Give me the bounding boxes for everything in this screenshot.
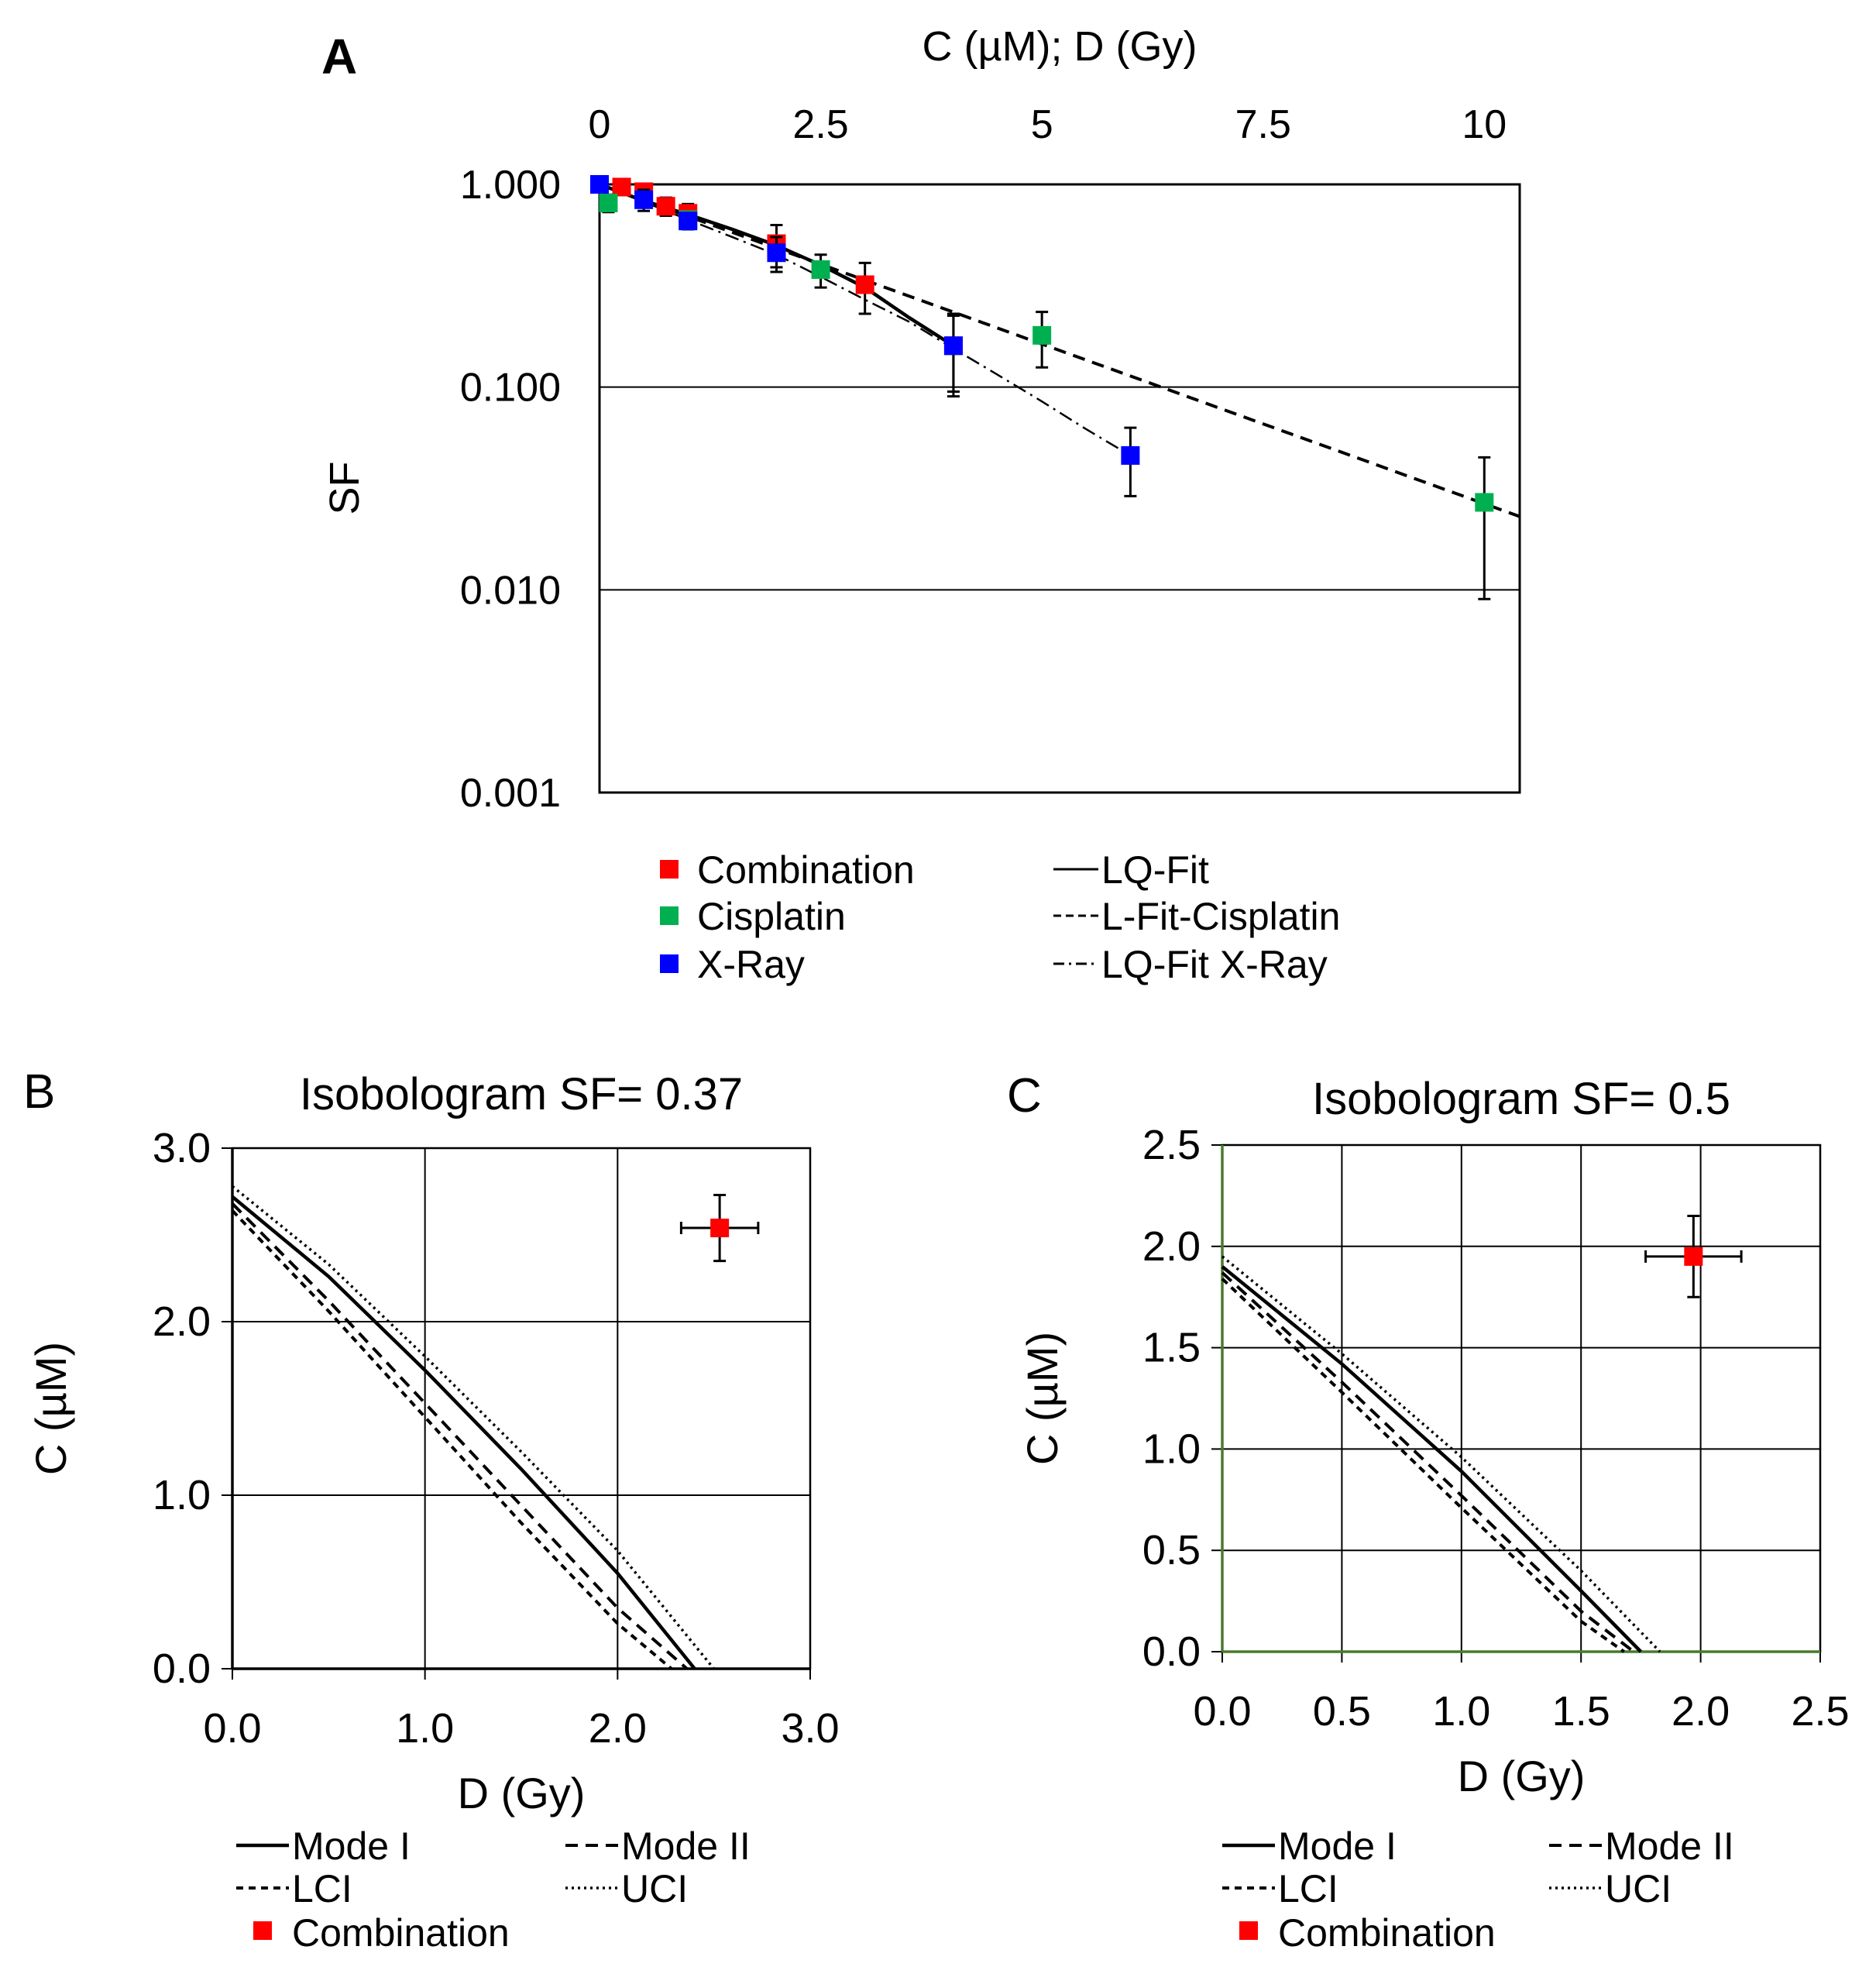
legend-marker-combination (253, 1921, 272, 1940)
x-tick-label: 0 (589, 102, 611, 147)
x-tick-label: 2.5 (792, 102, 848, 147)
legend-label-mode-i: Mode I (1278, 1824, 1397, 1868)
data-point-combination (656, 197, 675, 216)
x-tick-label: 0.0 (1193, 1688, 1251, 1735)
y-tick-label: 0.0 (153, 1645, 211, 1692)
isobole-mode-i (231, 1195, 696, 1670)
legend-label-combination: Combination (697, 848, 915, 892)
x-tick-label: 1.0 (396, 1705, 454, 1752)
x-tick-label: 2.5 (1791, 1688, 1849, 1735)
data-point-x-ray (634, 190, 654, 209)
legend-label-lci: LCI (1278, 1867, 1338, 1910)
data-point-x-ray (590, 175, 609, 194)
legend-marker-x-ray (660, 954, 679, 973)
x-tick-label: 2.0 (1672, 1688, 1730, 1735)
data-point-cisplatin (1032, 325, 1052, 345)
y-tick-label: 1.0 (153, 1472, 211, 1518)
isobole-lci (1221, 1278, 1625, 1653)
y-axis-label: C (µM) (1018, 1332, 1067, 1465)
legend-label-lci: LCI (292, 1867, 352, 1910)
legend-marker-combination (1239, 1921, 1258, 1940)
x-tick-label: 0.0 (203, 1705, 261, 1752)
legend-label-lq-fit-x-ray: LQ-Fit X-Ray (1101, 943, 1328, 986)
legend-label-lq-fit: LQ-Fit (1101, 848, 1209, 892)
x-tick-label: 7.5 (1235, 102, 1291, 147)
panel-letter: C (1007, 1069, 1042, 1123)
data-point-x-ray (767, 243, 786, 263)
legend-label-mode-ii: Mode II (1605, 1824, 1734, 1868)
y-tick-label: 0.5 (1142, 1527, 1201, 1573)
x-tick-label: 10 (1462, 102, 1507, 147)
y-tick-label: 1.0 (1142, 1425, 1201, 1472)
panel-letter: A (321, 29, 357, 84)
data-point-combination (612, 177, 631, 197)
legend-label-l-fit-cisplatin: L-Fit-Cisplatin (1101, 895, 1340, 938)
data-point-x-ray (679, 211, 698, 231)
panel-b: B Isobologram SF= 0.37 0.0 1.0 2.0 3.0 0.0 1.0 2… (23, 1065, 840, 1955)
y-tick-label: 3.0 (153, 1125, 211, 1171)
y-axis-label: C (µM) (26, 1342, 75, 1475)
isobole-uci (1221, 1255, 1661, 1653)
isobole-lci (231, 1209, 673, 1670)
plot-frame (1221, 1143, 1822, 1653)
legend-label-combination: Combination (1278, 1911, 1496, 1955)
x-axis-label: C (µM); D (Gy) (922, 23, 1197, 70)
x-tick-label: 3.0 (781, 1705, 839, 1752)
x-axis-label: D (Gy) (458, 1769, 586, 1817)
legend-label-x-ray: X-Ray (697, 943, 805, 986)
data-point-x-ray (1121, 445, 1140, 465)
isobole-mode-i (1221, 1265, 1643, 1653)
data-point-cisplatin (811, 260, 830, 279)
legend-marker-cisplatin (660, 906, 679, 925)
data-point-cisplatin (599, 193, 618, 212)
chart-title: Isobologram SF= 0.5 (1312, 1074, 1730, 1124)
isobole-mode-ii (1221, 1271, 1635, 1653)
y-tick-label: 2.5 (1142, 1122, 1201, 1168)
chart-title: Isobologram SF= 0.37 (300, 1069, 743, 1119)
y-axis-label: SF (321, 461, 368, 514)
legend-label-mode-ii: Mode II (621, 1824, 751, 1868)
data-point-combination (855, 275, 874, 294)
panel-letter: B (23, 1065, 55, 1119)
x-axis-label: D (Gy) (1458, 1752, 1586, 1800)
legend-marker-combination (660, 860, 679, 879)
x-tick-label: 5 (1031, 102, 1053, 147)
x-tick-label: 1.0 (1432, 1688, 1490, 1735)
legend-label-cisplatin: Cisplatin (697, 895, 846, 938)
x-tick-label: 1.5 (1552, 1688, 1610, 1735)
data-point-combination (710, 1219, 730, 1238)
data-point-x-ray (943, 336, 963, 356)
y-tick-label: 1.000 (460, 163, 561, 208)
legend-label-combination: Combination (292, 1911, 510, 1955)
fit-line-l-fit-cisplatin (599, 183, 1520, 518)
y-tick-label: 0.0 (1142, 1628, 1201, 1675)
data-point-cisplatin (1475, 493, 1494, 512)
x-tick-label: 2.0 (589, 1705, 647, 1752)
panel-c: C Isobologram SF= 0.5 0.0 0.5 1.0 1.5 2.0 2.5 0.… (1007, 1069, 1850, 1955)
panel-a: A 0.001 0.010 0.100 1.000 0 2.5 5 7.5 10 C (µM); D… (321, 23, 1521, 986)
plot-frame (598, 183, 1521, 794)
data-point-combination (1684, 1247, 1703, 1266)
legend-label-uci: UCI (621, 1867, 688, 1910)
isobole-mode-ii (231, 1202, 689, 1670)
legend-label-uci: UCI (1605, 1867, 1672, 1910)
y-tick-label: 2.0 (1142, 1223, 1201, 1270)
x-tick-label: 0.5 (1313, 1688, 1371, 1735)
y-tick-label: 0.100 (460, 366, 561, 411)
legend-label-mode-i: Mode I (292, 1824, 411, 1868)
y-tick-label: 0.010 (460, 568, 561, 613)
y-tick-label: 0.001 (460, 771, 561, 816)
y-tick-label: 2.0 (153, 1298, 211, 1345)
y-tick-label: 1.5 (1142, 1325, 1201, 1371)
